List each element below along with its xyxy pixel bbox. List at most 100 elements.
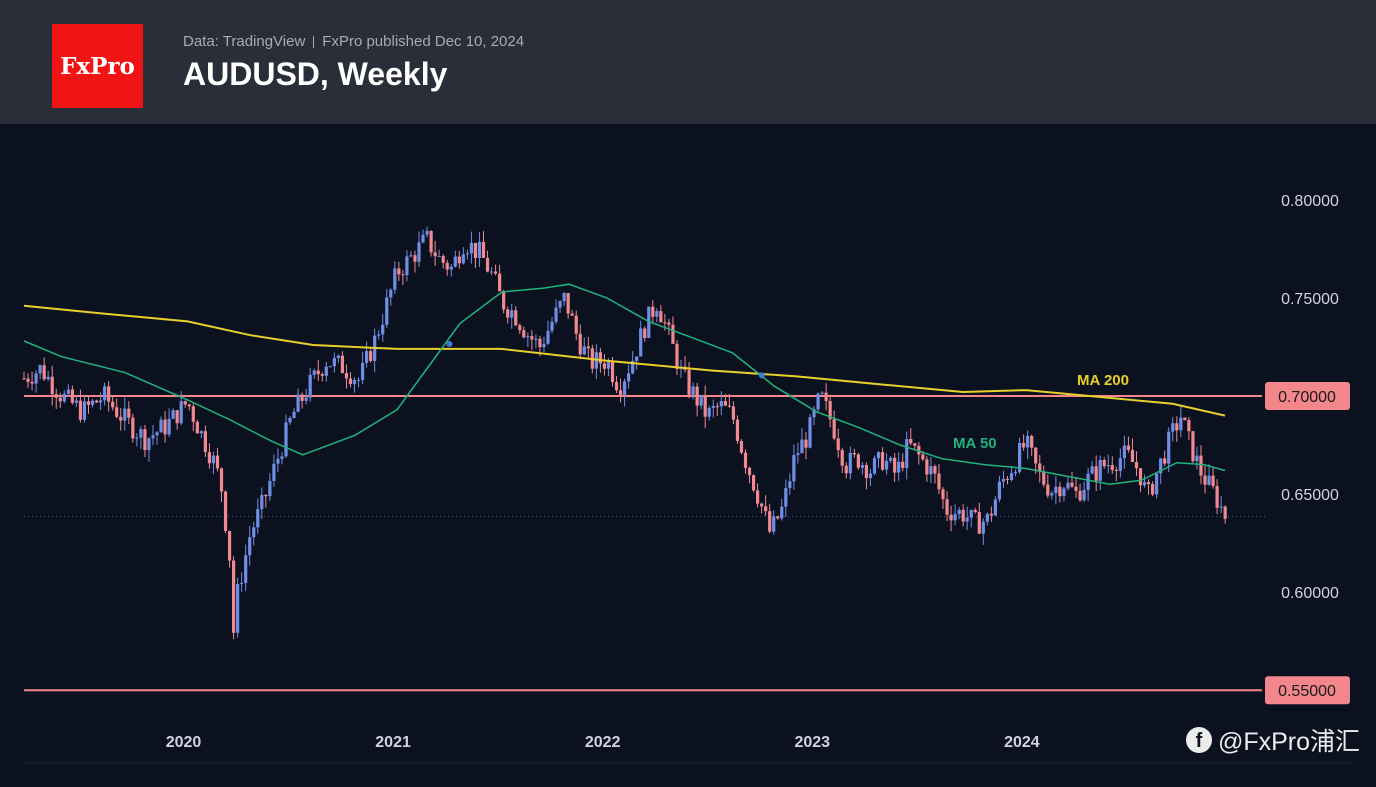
candle-body — [1082, 489, 1086, 501]
candle-body — [961, 509, 965, 522]
candle-body — [50, 376, 54, 395]
candle-body — [852, 452, 856, 455]
candle-body — [1058, 486, 1062, 497]
candle-body — [610, 362, 615, 383]
candle-body — [58, 397, 62, 402]
candle-body — [707, 407, 711, 417]
candle-body — [538, 338, 542, 348]
candle-body — [558, 301, 562, 308]
candle-body — [965, 517, 969, 522]
candle-body — [465, 253, 469, 255]
candle-body — [1146, 482, 1151, 485]
candle-body — [139, 429, 143, 438]
candle-body — [207, 452, 212, 464]
candle-body — [1066, 482, 1070, 489]
y-tick-label-1: 0.75000 — [1281, 291, 1339, 308]
candle-body — [659, 311, 663, 323]
candle-body — [240, 582, 244, 585]
candle-body — [731, 406, 736, 420]
candle-body — [62, 393, 66, 402]
candle-body — [566, 293, 570, 314]
candle-body — [244, 555, 248, 583]
price-tag-bg-2 — [1265, 381, 1350, 410]
candle-body — [328, 366, 332, 368]
candle-body — [747, 467, 752, 476]
candle-body — [441, 256, 445, 263]
candle-body — [481, 241, 486, 258]
candle-body — [219, 468, 224, 492]
candle-body — [473, 242, 478, 259]
candle-body — [848, 452, 852, 474]
candle-body — [506, 309, 510, 318]
candle-body — [260, 494, 264, 510]
candle-body — [893, 457, 897, 473]
candle-body — [1026, 435, 1030, 448]
candle-body — [1155, 473, 1159, 495]
candle-body — [1219, 506, 1223, 508]
candle-body — [1179, 417, 1183, 431]
price-tag-5: 0.55000 — [1278, 683, 1336, 700]
candle-body — [514, 310, 518, 326]
candle-body — [969, 509, 973, 518]
candle-body — [989, 513, 993, 516]
candle-body — [715, 406, 719, 408]
candle-body — [993, 499, 998, 516]
candle-body — [542, 343, 546, 348]
candle-body — [699, 395, 703, 406]
candle-body — [1199, 455, 1203, 476]
candle-body — [195, 421, 199, 434]
candle-body — [179, 401, 183, 424]
candle-body — [792, 454, 796, 482]
candle-body — [111, 401, 115, 408]
candle-body — [631, 360, 635, 374]
candle-body — [1203, 475, 1207, 485]
candle-body — [598, 352, 602, 364]
candle-body — [276, 458, 280, 464]
candle-body — [780, 506, 784, 519]
candle-body — [1134, 462, 1139, 469]
candle-body — [917, 445, 921, 455]
candle-body — [760, 503, 764, 507]
candle-body — [1118, 458, 1122, 471]
candle-body — [687, 369, 691, 395]
candle-body — [94, 400, 99, 403]
price-chart[interactable]: MA 200 MA 50 0.80000 0.75000 0.70000 0.65000 0… — [0, 124, 1376, 787]
candle-body — [143, 429, 147, 451]
candle-body — [1171, 423, 1175, 432]
y-tick-label-3: 0.65000 — [1281, 487, 1339, 504]
candle-body — [977, 512, 981, 534]
candle-body — [1042, 471, 1046, 485]
candle-body — [231, 560, 236, 633]
candle-body — [284, 422, 288, 457]
candle-body — [562, 293, 566, 302]
candle-body — [107, 386, 111, 402]
data-source: Data: TradingView — [183, 33, 306, 50]
candle-body — [332, 357, 336, 367]
candle-body — [643, 328, 647, 338]
candle-body — [808, 417, 812, 448]
candle-body — [929, 466, 933, 475]
candle-body — [1062, 488, 1066, 497]
fxpro-logo: FxPro — [52, 24, 143, 108]
candle-body — [437, 256, 441, 258]
candle-body — [409, 255, 413, 257]
candle-body — [1038, 463, 1042, 472]
candle-body — [22, 378, 26, 380]
candle-body — [735, 419, 740, 441]
candle-body — [288, 418, 292, 423]
candle-body — [816, 393, 820, 410]
candle-body — [727, 405, 731, 407]
candle-body — [405, 256, 409, 276]
watermark-text: @FxPro浦汇 — [1217, 728, 1360, 756]
candle-body — [1207, 475, 1211, 485]
candle-body — [280, 456, 284, 459]
candle-body — [90, 400, 95, 405]
candle-body — [316, 370, 320, 375]
candle-body — [393, 268, 397, 290]
chart-meta: Data: TradingView FxPro published Dec 10… — [183, 33, 524, 50]
candle-body — [897, 461, 901, 473]
y-tick-label-4: 0.60000 — [1281, 585, 1339, 602]
candle-body — [1094, 466, 1098, 481]
candle-body — [103, 386, 107, 401]
candle-body — [546, 330, 550, 344]
